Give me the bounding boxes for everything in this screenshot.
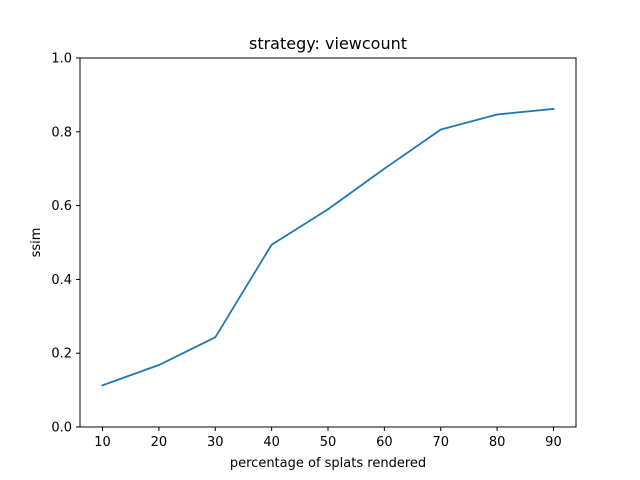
y-tick-label: 0.6 [51,199,72,214]
x-tick-label: 60 [376,435,393,450]
chart-title: strategy: viewcount [249,34,407,53]
x-tick-label: 70 [432,435,449,450]
data-point [101,384,104,387]
x-tick-label: 10 [94,435,111,450]
x-tick-label: 40 [263,435,280,450]
y-tick-label: 1.0 [51,52,72,67]
series-layer [101,107,555,387]
x-tick-label: 20 [151,435,168,450]
data-point [552,108,555,110]
y-tick-label: 0.0 [51,421,72,436]
x-tick-label: 80 [489,435,506,450]
data-point [214,336,217,339]
plot-area: 10 20 30 40 50 60 70 80 90 0.0 0.2 0.4 0.6 0.8 1.0 [51,52,577,450]
data-point [327,208,329,211]
data-point [158,364,160,366]
data-point [270,243,273,246]
x-tick-label: 50 [320,435,337,450]
y-tick-label: 0.2 [51,347,72,362]
y-tick-label: 0.4 [51,273,72,288]
data-point [383,167,386,170]
y-axis-label: ssim [29,228,44,258]
x-tick-label: 90 [545,435,562,450]
data-point [439,128,442,131]
x-axis: 10 20 30 40 50 60 70 80 90 [94,427,562,450]
x-tick-label: 30 [207,435,224,450]
x-axis-label: percentage of splats rendered [230,456,426,471]
y-tick-label: 0.8 [51,125,72,140]
y-axis: 0.0 0.2 0.4 0.6 0.8 1.0 [51,52,80,436]
data-point [496,113,498,116]
